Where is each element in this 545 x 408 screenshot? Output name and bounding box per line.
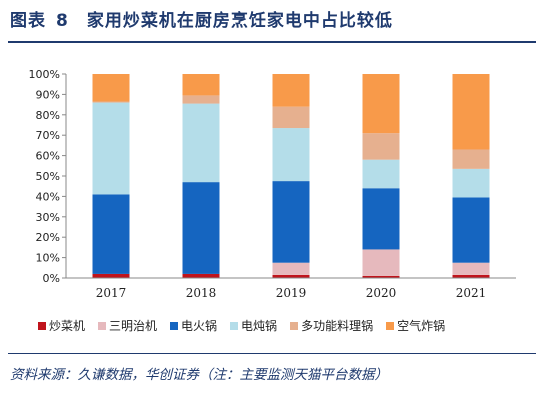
- x-tick-label: 2021: [456, 286, 487, 300]
- y-tick-label: 0%: [43, 272, 60, 285]
- y-tick-label: 10%: [36, 252, 60, 265]
- legend-label: 三明治机: [109, 319, 158, 333]
- bar-segment: [452, 274, 490, 278]
- bar-segment: [272, 274, 310, 278]
- bar-segment: [92, 101, 130, 103]
- bar-segment: [92, 102, 130, 195]
- legend-label: 电火锅: [181, 319, 218, 333]
- bar-segment: [182, 74, 220, 96]
- legend-label: 空气炸锅: [397, 319, 446, 333]
- source-note: 资料来源：久谦数据，华创证券（注：主要监测天猫平台数据）: [10, 367, 388, 383]
- x-tick-label: 2017: [96, 286, 127, 300]
- bar-segment: [362, 249, 400, 276]
- x-tick-label: 2019: [276, 286, 307, 300]
- legend-item: 电火锅: [170, 317, 217, 334]
- legend-swatch: [98, 321, 107, 330]
- y-tick-label: 80%: [36, 109, 60, 122]
- bar-segment: [272, 74, 310, 107]
- y-tick-label: 70%: [36, 129, 60, 142]
- legend-swatch: [38, 321, 46, 330]
- bar-segment: [92, 194, 130, 274]
- figure-number: 8: [56, 11, 69, 31]
- legend-label: 电炖锅: [241, 319, 278, 333]
- legend-item: 三明治机: [98, 317, 157, 334]
- bar-segment: [92, 273, 130, 278]
- x-tick-label: 2020: [366, 286, 397, 300]
- top-divider: [8, 41, 536, 43]
- bar-segment: [182, 273, 220, 278]
- bar-segment: [182, 103, 220, 183]
- legend-swatch: [290, 321, 299, 330]
- y-tick-label: 60%: [36, 150, 60, 163]
- bar-segment: [362, 133, 400, 160]
- legend-swatch: [170, 321, 179, 330]
- bar-segment: [362, 159, 400, 189]
- y-tick-label: 20%: [36, 231, 60, 244]
- bar-segment: [272, 128, 310, 182]
- bar-segment: [362, 275, 400, 278]
- bar-segment: [92, 74, 130, 102]
- figure-label: 图表: [10, 11, 46, 31]
- chart-legend: 炒菜机 三明治机 电火锅 电炖锅 多功能料理锅 空气炸锅: [38, 317, 445, 334]
- bar-segment: [272, 181, 310, 263]
- legend-item: 电炖锅: [230, 317, 277, 334]
- y-tick-label: 90%: [36, 88, 60, 101]
- figure-title: 图表 8 家用炒菜机在厨房烹饪家电中占比较低: [10, 6, 393, 31]
- bar-segment: [182, 182, 220, 274]
- y-tick-label: 100%: [29, 68, 60, 81]
- bar-segment: [452, 262, 490, 275]
- bar-segment: [272, 262, 310, 275]
- legend-item: 空气炸锅: [386, 317, 445, 334]
- legend-label: 多功能料理锅: [301, 319, 374, 333]
- legend-swatch: [230, 321, 239, 330]
- bar-segment: [452, 168, 490, 198]
- bottom-divider: [8, 353, 536, 354]
- y-tick-label: 30%: [36, 211, 60, 224]
- bar-segment: [452, 149, 490, 169]
- bar-segment: [452, 74, 490, 150]
- legend-item: 炒菜机: [38, 317, 85, 334]
- bar-segment: [362, 188, 400, 250]
- y-tick-label: 40%: [36, 190, 60, 203]
- y-tick-label: 50%: [36, 170, 60, 183]
- bar-segment: [452, 197, 490, 263]
- stacked-bar-chart: 0% 10% 20% 30% 40% 50% 60% 70% 80% 90% 100% 2017 201…: [29, 68, 516, 300]
- bar-segment: [362, 74, 400, 134]
- legend-label: 炒菜机: [49, 319, 86, 333]
- figure-title-text: 家用炒菜机在厨房烹饪家电中占比较低: [86, 11, 393, 31]
- bar-segment: [182, 95, 220, 104]
- x-tick-label: 2018: [186, 286, 217, 300]
- legend-swatch: [386, 321, 395, 330]
- bar-segment: [272, 106, 310, 129]
- legend-item: 多功能料理锅: [290, 317, 373, 334]
